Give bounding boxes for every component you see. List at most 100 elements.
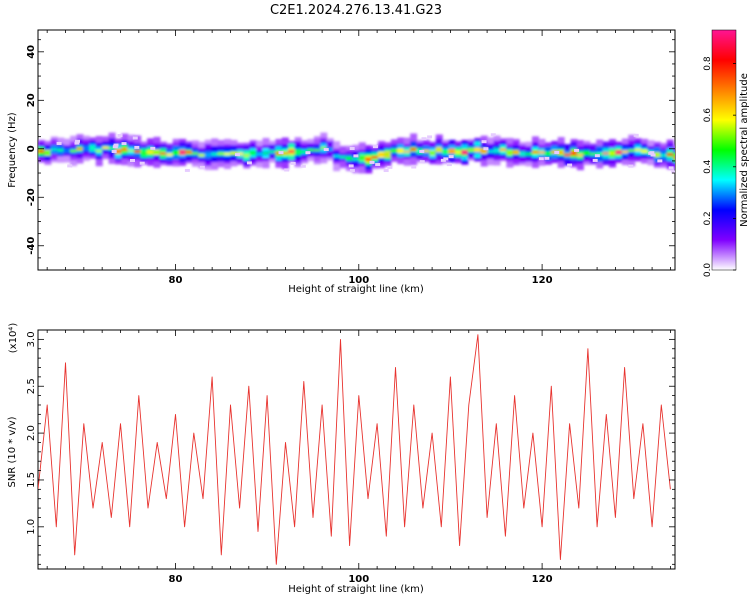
spectrogram-speck (448, 155, 454, 159)
spectrogram-cell (140, 151, 148, 155)
spectrogram-y-tick-label: 40 (26, 45, 37, 59)
spectrogram-speck (633, 133, 639, 137)
spectrogram-x-tick-label: 80 (169, 275, 183, 286)
spectrogram-cell (384, 153, 392, 156)
spectrogram-cell (397, 149, 405, 152)
spectrogram-y-tick-label: -40 (26, 237, 37, 255)
spectrogram-cell (185, 150, 193, 154)
spectrogram-cell (166, 153, 174, 156)
colorbar-tick-label: 0.4 (703, 159, 713, 174)
spectrogram-speck (554, 151, 560, 155)
spectrogram-y-tick-label: 0 (26, 145, 37, 152)
spectrogram-cell (95, 149, 103, 153)
spectrogram-ylabel: Frequency (Hz) (7, 112, 18, 188)
spectrogram-cell (641, 149, 649, 153)
spectrogram-speck (419, 149, 425, 153)
spectrogram-cell (487, 150, 495, 153)
spectrogram-cell (172, 151, 180, 154)
spectrogram-cell (576, 153, 584, 157)
spectrogram-cell (127, 149, 135, 152)
spectrogram-speck (375, 163, 381, 167)
snr-xlabel: Height of straight line (km) (288, 584, 424, 595)
spectrogram-cell (557, 151, 565, 154)
spectrogram-cell (307, 148, 315, 152)
spectrogram-speck (121, 142, 127, 146)
spectrogram-cell (288, 150, 296, 153)
spectrogram-cell (211, 153, 219, 156)
spectrogram-cell (390, 149, 398, 152)
snr-y-tick-label: 1.0 (26, 519, 37, 535)
spectrogram-speck (284, 168, 290, 172)
snr-frame (37, 329, 676, 570)
spectrogram-speck (113, 143, 119, 147)
spectrogram-speck (56, 141, 62, 145)
spectrogram-speck (349, 146, 355, 150)
spectrogram-cell (493, 149, 501, 152)
spectrogram-cell (281, 152, 289, 155)
colorbar: 0.0 0.2 0.4 0.6 0.8 Normalized spectral ampl… (703, 29, 750, 277)
spectrogram-cell (159, 152, 167, 155)
spectrogram-cell (499, 148, 507, 151)
spectrogram-cell (615, 151, 623, 154)
spectrogram-speck (184, 168, 190, 172)
spectrogram-speck (348, 164, 354, 168)
spectrogram-cell (345, 156, 353, 160)
spectrogram-cell (365, 157, 373, 161)
spectrogram-speck (427, 135, 433, 139)
spectrogram-cell (666, 153, 674, 156)
colorbar-gradient (711, 29, 737, 271)
spectrogram-cell (455, 150, 463, 154)
figure-title: C2E1.2024.276.13.41.G23 (270, 3, 442, 18)
snr-multiplier: (x10⁴) (8, 323, 19, 354)
spectrogram-speck (150, 146, 156, 150)
spectrogram-band-cells (38, 132, 675, 174)
spectrogram-speck (139, 161, 145, 165)
spectrogram-x-tick-label: 120 (532, 275, 553, 286)
spectrogram-cell (44, 151, 52, 155)
spectrogram-speck (129, 158, 135, 162)
snr-series-line (38, 334, 671, 565)
spectrogram-cell (114, 150, 123, 153)
spectrogram-cell (429, 152, 437, 155)
spectrogram-cell (217, 152, 225, 155)
spectrogram-cell (76, 147, 84, 150)
spectrogram-speck (538, 157, 544, 161)
spectrogram-cell (410, 148, 418, 151)
spectrogram-speck (446, 163, 452, 167)
spectrogram-speck (440, 158, 446, 162)
spectrogram-cell (102, 146, 110, 149)
spectrogram-speck (117, 134, 123, 138)
spectrogram-cell (89, 147, 97, 150)
spectrogram-speck (323, 148, 329, 152)
spectrogram-cell (268, 150, 276, 153)
spectrogram-cell (544, 152, 552, 155)
spectrogram-speck (544, 156, 550, 160)
spectrogram-cell (461, 151, 469, 154)
spectrogram-cell (480, 150, 488, 153)
spectrogram-cell (474, 148, 482, 151)
spectrogram-axes: 80 100 120 40 20 0 -20 -40 (26, 30, 675, 286)
spectrogram-cell (339, 155, 347, 159)
spectrogram-speck (592, 158, 598, 162)
spectrogram-cell (204, 153, 212, 157)
spectrogram-cell (262, 152, 270, 155)
spectrogram-speck (657, 159, 663, 163)
spectrogram-cell (628, 149, 636, 152)
spectrogram-speck (278, 151, 284, 155)
spectrogram-speck (349, 169, 355, 173)
spectrogram-speck (67, 164, 73, 168)
spectrogram-cell (422, 149, 430, 153)
spectrogram-cell (198, 153, 206, 157)
snr-y-tick-label: 2.5 (26, 378, 37, 394)
spectrogram-cell (512, 150, 520, 154)
spectrogram-cell (82, 146, 90, 150)
spectrogram-cell (134, 150, 142, 153)
spectrogram-cell (403, 150, 411, 153)
spectrogram-cell (57, 148, 65, 152)
spectrogram-cell (63, 149, 71, 152)
spectrogram-cell (320, 146, 328, 150)
spectrogram-speck (199, 165, 205, 169)
snr-ylabel: SNR (10 * v/v) (7, 416, 18, 487)
spectrogram-speck (383, 169, 389, 173)
